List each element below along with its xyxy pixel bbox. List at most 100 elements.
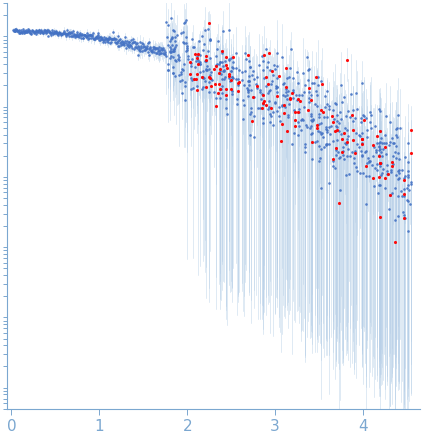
Point	[201, 58, 208, 65]
Point	[282, 93, 288, 100]
Point	[130, 35, 137, 42]
Point	[309, 129, 316, 136]
Point	[40, 27, 47, 34]
Point	[107, 40, 114, 47]
Point	[292, 117, 299, 124]
Point	[77, 30, 84, 37]
Point	[383, 167, 390, 174]
Point	[381, 140, 387, 147]
Point	[216, 59, 223, 66]
Point	[81, 32, 88, 39]
Point	[203, 63, 210, 70]
Point	[216, 69, 223, 76]
Point	[378, 160, 385, 166]
Point	[407, 149, 414, 156]
Point	[371, 183, 378, 190]
Point	[68, 28, 75, 35]
Point	[74, 29, 81, 36]
Point	[101, 35, 108, 42]
Point	[50, 30, 57, 37]
Point	[177, 77, 184, 84]
Point	[269, 77, 276, 84]
Point	[399, 193, 406, 200]
Point	[143, 44, 150, 51]
Point	[354, 140, 361, 147]
Point	[201, 77, 208, 84]
Point	[289, 86, 296, 93]
Point	[284, 91, 291, 98]
Point	[276, 73, 283, 80]
Point	[159, 46, 165, 53]
Point	[14, 28, 20, 35]
Point	[368, 111, 374, 118]
Point	[376, 107, 383, 114]
Point	[382, 151, 389, 158]
Point	[191, 43, 198, 50]
Point	[264, 63, 271, 70]
Point	[394, 212, 401, 219]
Point	[356, 131, 363, 138]
Point	[396, 175, 402, 182]
Point	[180, 29, 187, 36]
Point	[406, 187, 413, 194]
Point	[71, 32, 78, 39]
Point	[297, 97, 303, 104]
Point	[65, 31, 72, 38]
Point	[195, 56, 201, 63]
Point	[150, 45, 157, 52]
Point	[340, 147, 346, 154]
Point	[178, 29, 184, 36]
Point	[228, 76, 235, 83]
Point	[280, 110, 287, 117]
Point	[195, 38, 202, 45]
Point	[200, 41, 207, 48]
Point	[191, 76, 198, 83]
Point	[203, 58, 209, 65]
Point	[168, 14, 174, 21]
Point	[205, 26, 212, 33]
Point	[266, 87, 272, 94]
Point	[116, 40, 123, 47]
Point	[290, 88, 297, 95]
Point	[359, 136, 365, 143]
Point	[382, 132, 389, 139]
Point	[336, 154, 343, 161]
Point	[17, 28, 24, 35]
Point	[404, 197, 411, 204]
Point	[90, 34, 96, 41]
Point	[219, 59, 225, 66]
Point	[397, 188, 404, 195]
Point	[70, 32, 77, 39]
Point	[144, 43, 151, 50]
Point	[342, 139, 349, 146]
Point	[226, 74, 233, 81]
Point	[183, 47, 190, 54]
Point	[148, 48, 155, 55]
Point	[184, 44, 191, 51]
Point	[365, 158, 372, 165]
Point	[63, 26, 70, 33]
Point	[240, 81, 247, 88]
Point	[229, 65, 236, 72]
Point	[260, 101, 266, 108]
Point	[211, 80, 218, 87]
Point	[91, 35, 98, 42]
Point	[203, 56, 210, 63]
Point	[266, 111, 273, 118]
Point	[260, 120, 266, 127]
Point	[56, 29, 63, 36]
Point	[194, 55, 201, 62]
Point	[66, 29, 73, 36]
Point	[212, 63, 219, 70]
Point	[268, 113, 275, 120]
Point	[400, 190, 407, 197]
Point	[31, 30, 38, 37]
Point	[246, 73, 253, 80]
Point	[183, 34, 190, 41]
Point	[85, 35, 92, 42]
Point	[347, 91, 354, 98]
Point	[182, 39, 189, 46]
Point	[383, 113, 390, 120]
Point	[107, 34, 113, 41]
Point	[265, 58, 272, 65]
